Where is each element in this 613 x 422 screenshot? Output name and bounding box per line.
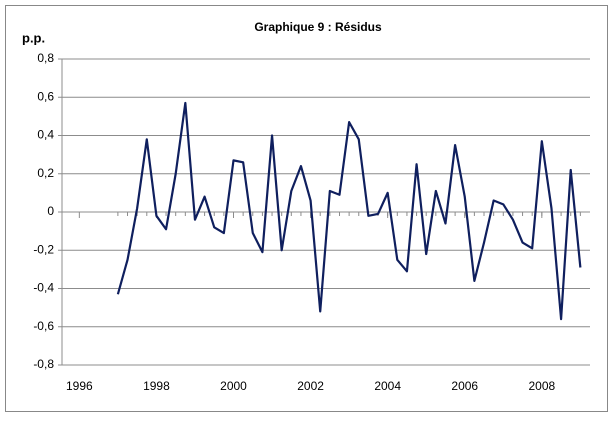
x-tick-label: 2000 [220,379,247,393]
y-tick-label: 0,4 [37,128,54,142]
x-tick-label: 2008 [528,379,555,393]
x-tick-label: 2004 [374,379,401,393]
y-tick-label: -0,2 [33,242,54,256]
y-tick-label: 0,6 [37,89,54,103]
x-tick-label: 1998 [143,379,170,393]
y-axis-label: p.p. [22,30,45,45]
data-line [116,101,582,321]
y-tick-label: 0 [47,204,54,218]
x-tick-label: 2002 [297,379,324,393]
chart-border [5,5,608,412]
y-tick-label: 0,2 [37,166,54,180]
y-tick-label: -0,8 [33,357,54,371]
chart-title: Graphique 9 : Résidus [254,20,382,34]
y-tick-label: 0,8 [37,51,54,65]
y-tick-label: -0,6 [33,319,54,333]
x-tick-label: 2006 [451,379,478,393]
x-tick-label: 1996 [66,379,93,393]
y-tick-label: -0,4 [33,281,54,295]
